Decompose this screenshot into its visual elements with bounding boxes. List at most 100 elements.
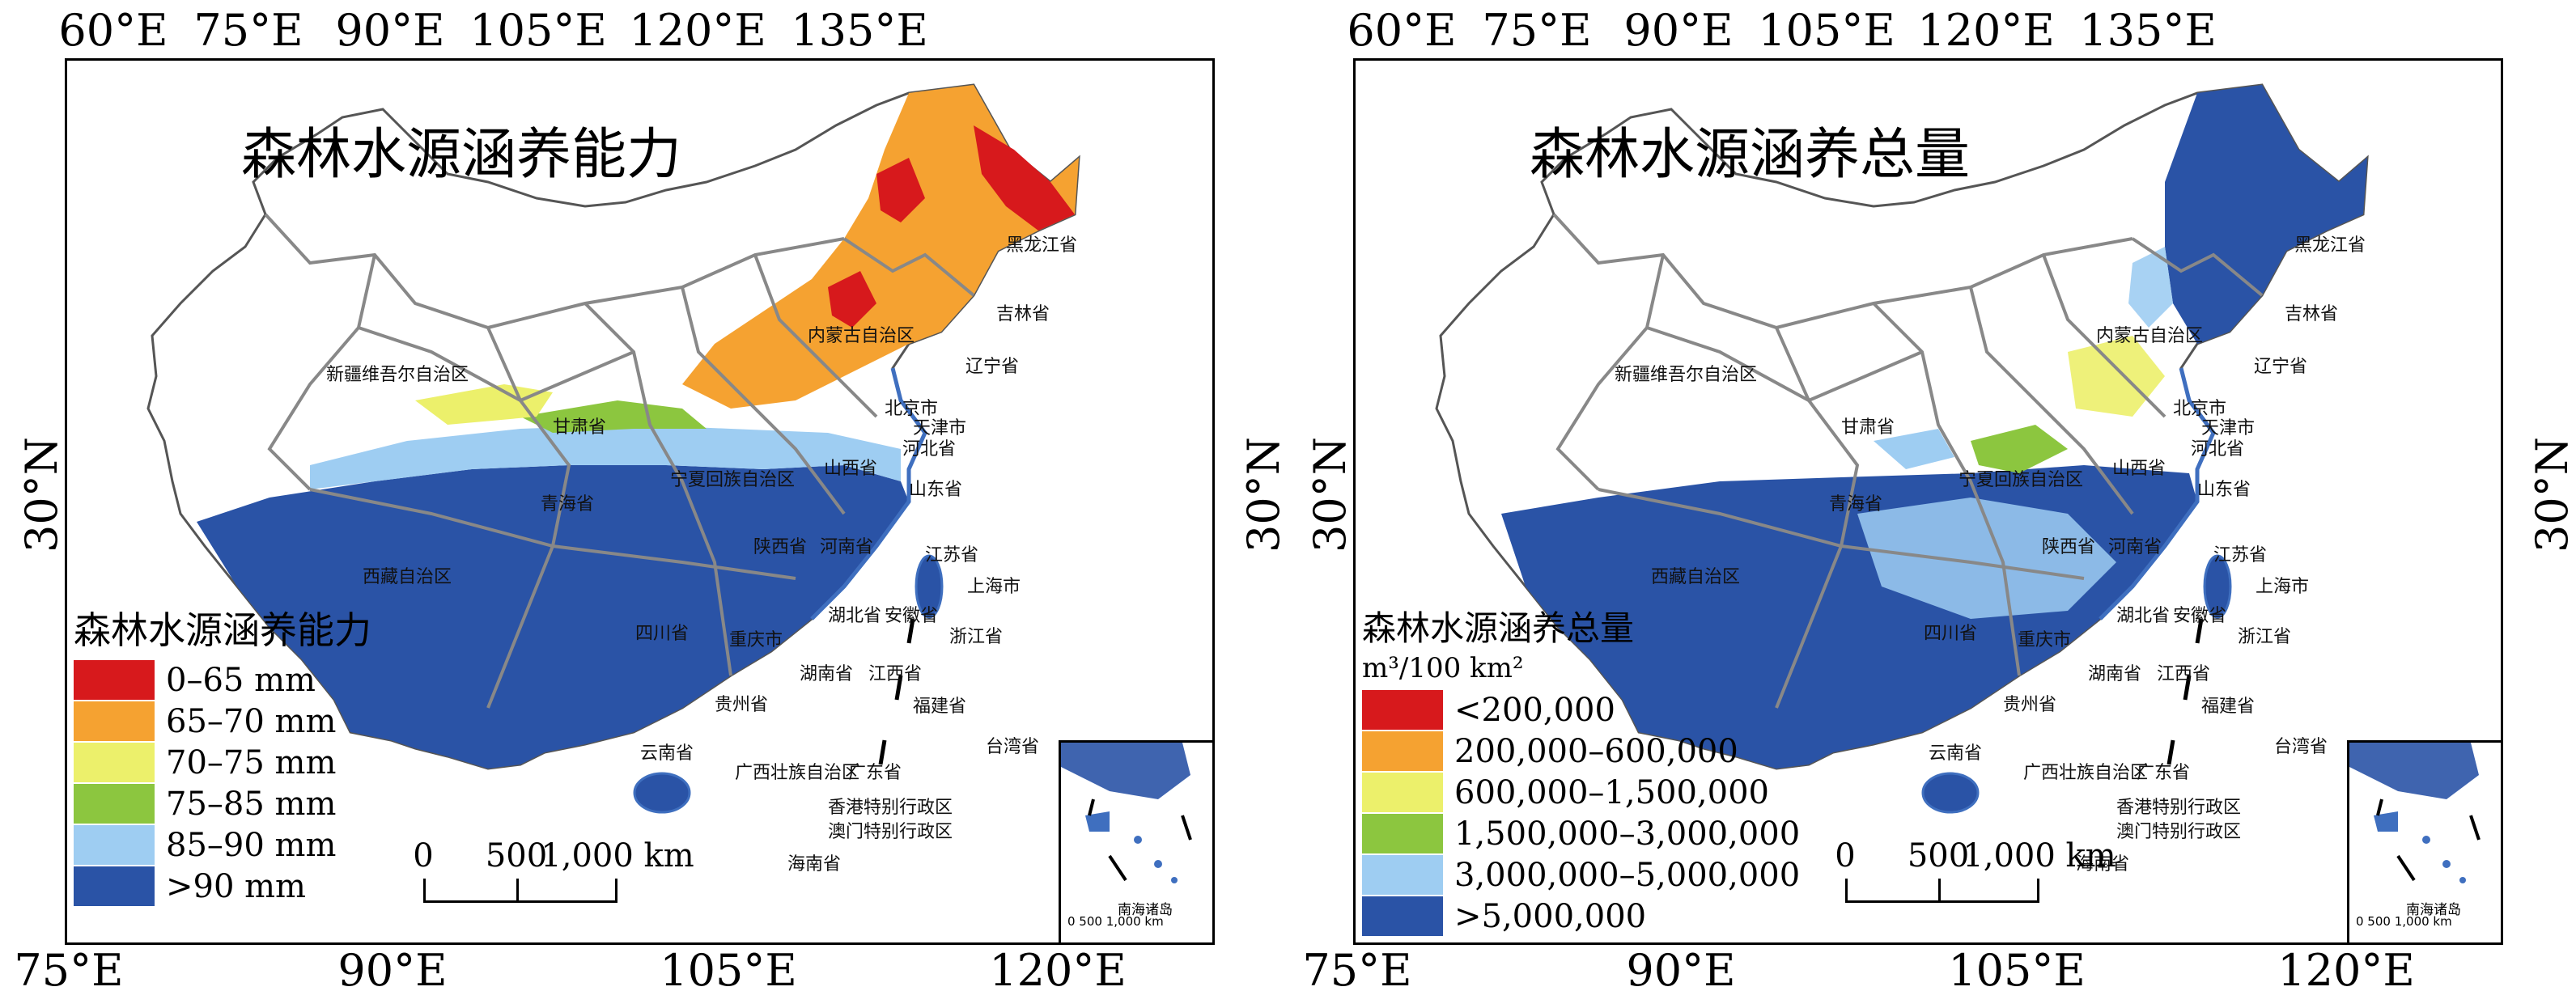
legend-item: 200,000–600,000 [1362, 731, 1800, 772]
legend-swatch [1362, 814, 1443, 853]
legend-swatch [74, 825, 155, 865]
nine-dash-line [878, 618, 915, 765]
legend-label: >5,000,000 [1454, 897, 1647, 935]
province-label: 黑龙江省 [2294, 235, 2366, 256]
province-label: 河北省 [902, 439, 957, 460]
map-title: 森林水源涵养能力 [241, 123, 682, 187]
lon-label: 60°E [1347, 5, 1457, 56]
class6-region [2165, 85, 2367, 344]
province-label: 新疆维吾尔自治区 [326, 365, 469, 385]
legend-label: 3,000,000–5,000,000 [1454, 856, 1801, 894]
legend-item: 75–85 mm [74, 783, 371, 824]
province-label: 甘肃省 [1841, 417, 1895, 438]
legend-label: 70–75 mm [166, 743, 337, 781]
province-label: 辽宁省 [965, 357, 1020, 377]
province-label: 台湾省 [2274, 737, 2328, 757]
china-map-left [146, 83, 1080, 814]
inset-scale: 0 500 1,000 km [1067, 914, 1164, 929]
province-label: 云南省 [640, 743, 694, 764]
class6-region [197, 465, 909, 769]
scale-bar: 0 500 1,000 km [413, 837, 694, 903]
legend-title: 森林水源涵养能力 [74, 608, 371, 652]
legend: 森林水源涵养总量 m³/100 km² <200,000 200,000–600… [1362, 601, 1800, 937]
legend-label: 75–85 mm [166, 785, 337, 823]
province-label: 宁夏回族自治区 [1959, 470, 2084, 490]
province-label: 重庆市 [2018, 630, 2072, 650]
taiwan-island [915, 554, 944, 619]
class3-region [2068, 336, 2165, 417]
province-label: 北京市 [885, 399, 939, 419]
class5-region [2128, 247, 2173, 328]
province-label: 新疆维吾尔自治区 [1615, 365, 1758, 385]
province-label: 山东省 [2197, 480, 2251, 500]
legend-swatch [1362, 731, 1443, 771]
legend-item: >5,000,000 [1362, 896, 1800, 937]
lon-label: 90°E [335, 5, 445, 56]
legend-swatch [1362, 896, 1443, 936]
class5-region [310, 425, 901, 489]
legend-label: 65–70 mm [166, 702, 337, 740]
scale-label: 0 [413, 837, 434, 875]
class4-region [520, 400, 707, 433]
lon-label: 75°E [14, 945, 124, 996]
province-label: 江苏省 [925, 545, 979, 565]
province-label: 福建省 [2201, 697, 2256, 717]
scale-label: 0 [1835, 837, 1856, 875]
province-label: 山西省 [824, 459, 878, 479]
china-map-right [1435, 83, 2369, 814]
hainan-island [633, 772, 691, 814]
scale-bar: 0 500 1,000 km [1835, 837, 2116, 903]
province-label: 海南省 [787, 854, 842, 875]
legend-item: 85–90 mm [74, 824, 371, 866]
left-map-panel: 60°E 75°E 90°E 105°E 120°E 135°E 30°N 30… [14, 5, 1289, 996]
province-label: 安徽省 [2173, 606, 2227, 626]
coastline [2099, 367, 2216, 620]
province-label: 天津市 [913, 418, 967, 438]
lon-label: 120°E [629, 5, 766, 56]
lon-label: 75°E [1302, 945, 1412, 996]
right-map-panel: 60°E 75°E 90°E 105°E 120°E 135°E 30°N 30… [1288, 0, 2576, 1008]
province-label: 上海市 [2256, 577, 2310, 597]
lon-label: 120°E [1917, 5, 2055, 56]
legend: 森林水源涵养能力 0–65 mm 65–70 mm 70–75 mm 75–85… [74, 601, 371, 907]
province-label: 甘肃省 [553, 417, 607, 438]
inset-scale: 0 500 1,000 km [2356, 914, 2452, 929]
scale-label: 500 [1907, 837, 1970, 875]
legend-item: 65–70 mm [74, 701, 371, 742]
province-label: 四川省 [1924, 624, 1978, 644]
province-label: 浙江省 [949, 627, 1004, 647]
province-label: 贵州省 [2003, 695, 2057, 715]
province-label: 海南省 [2076, 854, 2130, 875]
map-title: 森林水源涵养总量 [1530, 123, 1971, 187]
province-label: 湖南省 [800, 664, 854, 684]
legend-label: 200,000–600,000 [1454, 732, 1738, 770]
legend-swatch [1362, 855, 1443, 895]
lon-label: 135°E [791, 5, 928, 56]
lon-label: 105°E [1948, 945, 2086, 996]
lon-label: 60°E [58, 5, 168, 56]
province-label: 宁夏回族自治区 [670, 470, 796, 490]
legend-label: <200,000 [1454, 691, 1615, 729]
province-label: 安徽省 [885, 606, 939, 626]
province-label: 香港特别行政区 [2116, 798, 2242, 818]
legend-label: 85–90 mm [166, 826, 337, 864]
coastline [810, 367, 927, 620]
province-label: 陕西省 [753, 537, 808, 557]
province-label: 台湾省 [986, 737, 1040, 757]
class4-region [1971, 425, 2068, 473]
province-label: 山西省 [2112, 459, 2166, 479]
province-label: 澳门特别行政区 [2116, 822, 2242, 842]
taiwan-island [2203, 554, 2232, 619]
lon-label: 120°E [2277, 945, 2415, 996]
province-label: 黑龙江省 [1006, 235, 1078, 256]
province-label: 重庆市 [729, 630, 783, 650]
legend-unit: m³/100 km² [1362, 652, 1524, 684]
province-label: 浙江省 [2238, 627, 2292, 647]
lat-label: 30°N [15, 437, 67, 553]
class5-region [1857, 498, 2116, 619]
province-label: 江苏省 [2213, 545, 2268, 565]
province-label: 贵州省 [715, 695, 769, 715]
province-label: 河北省 [2191, 439, 2245, 460]
class1-region [828, 271, 876, 328]
lon-label: 75°E [193, 5, 303, 56]
